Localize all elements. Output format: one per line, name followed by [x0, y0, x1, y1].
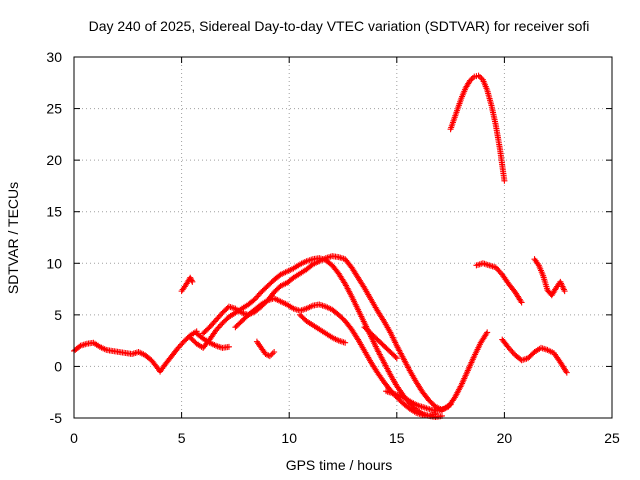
- series-arc-a: [187, 255, 445, 420]
- y-tick-label: 0: [54, 358, 62, 374]
- x-tick-label: 15: [389, 430, 405, 446]
- plot-frame: [73, 56, 613, 419]
- series-markers: [178, 274, 196, 295]
- x-tick-labels: 0 5 10 15 20 25: [70, 430, 620, 446]
- x-axis-label: GPS time / hours: [286, 457, 393, 473]
- series-arc-h: [383, 388, 454, 414]
- series-arc-e: [178, 274, 196, 295]
- series-markers: [499, 336, 570, 376]
- y-tick-label: 25: [46, 101, 62, 117]
- series-arc-i: [361, 324, 400, 362]
- y-tick-label: -5: [50, 410, 63, 426]
- series-arc-b: [200, 253, 491, 413]
- series-markers: [383, 388, 454, 414]
- series-markers: [361, 324, 400, 362]
- x-tick-label: 5: [178, 430, 186, 446]
- y-tick-labels: -5 0 5 10 15 20 25 30: [46, 49, 62, 426]
- axis-ticks: [73, 56, 613, 419]
- y-tick-label: 5: [54, 307, 62, 323]
- series-arc-early: [71, 328, 200, 375]
- y-tick-label: 20: [46, 152, 62, 168]
- series-arc-d: [296, 311, 349, 346]
- x-tick-label: 20: [497, 430, 513, 446]
- grid-lines: [74, 57, 612, 418]
- series-markers: [232, 295, 439, 419]
- series-arc-c: [232, 295, 439, 419]
- chart-title: Day 240 of 2025, Sidereal Day-to-day VTE…: [89, 18, 590, 34]
- x-tick-label: 10: [281, 430, 297, 446]
- series-markers: [71, 328, 200, 375]
- x-tick-label: 25: [604, 430, 620, 446]
- series-arc-j: [447, 72, 508, 184]
- series-arc-k: [473, 260, 525, 306]
- series-markers: [473, 260, 525, 306]
- data-series: [71, 72, 570, 420]
- series-markers: [200, 253, 491, 413]
- series-markers: [253, 338, 278, 360]
- series-arc-g: [253, 338, 278, 360]
- y-tick-label: 15: [46, 204, 62, 220]
- series-markers: [187, 255, 445, 420]
- y-tick-label: 10: [46, 255, 62, 271]
- y-axis-label: SDTVAR / TECUs: [5, 182, 21, 294]
- series-markers: [193, 330, 232, 351]
- series-markers: [296, 311, 349, 346]
- y-tick-label: 30: [46, 49, 62, 65]
- series-markers: [447, 72, 508, 184]
- series-arc-f: [193, 330, 232, 351]
- series-arc-l: [499, 336, 570, 376]
- x-tick-label: 0: [70, 430, 78, 446]
- series-markers: [531, 256, 568, 299]
- series-arc-m: [531, 256, 568, 299]
